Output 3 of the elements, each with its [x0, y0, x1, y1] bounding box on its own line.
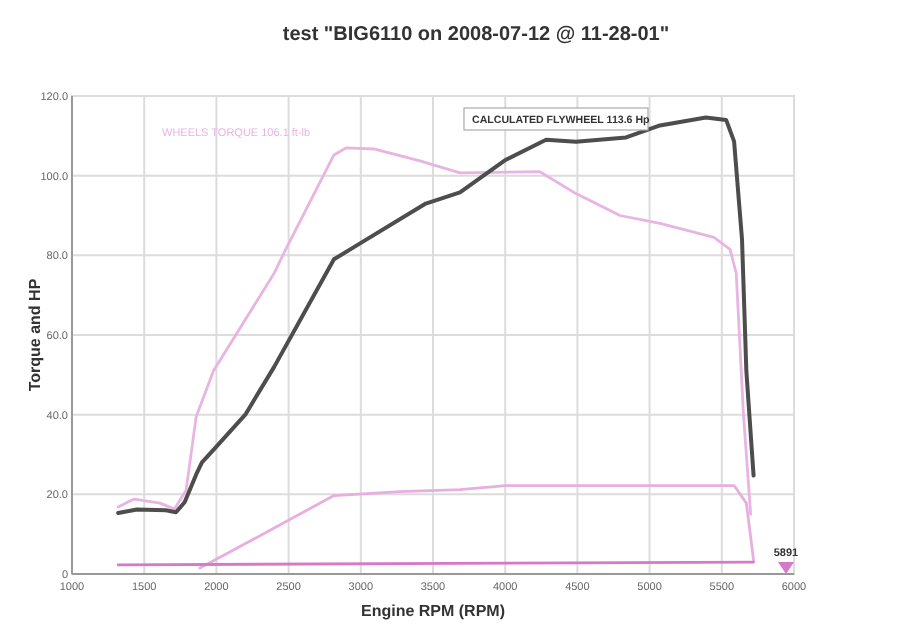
y-axis-title: Torque and HP: [26, 277, 44, 392]
chart-title: test "BIG6110 on 2008-07-12 @ 11-28-01": [282, 24, 670, 46]
x-axis-title: Engine RPM (RPM): [361, 602, 506, 620]
